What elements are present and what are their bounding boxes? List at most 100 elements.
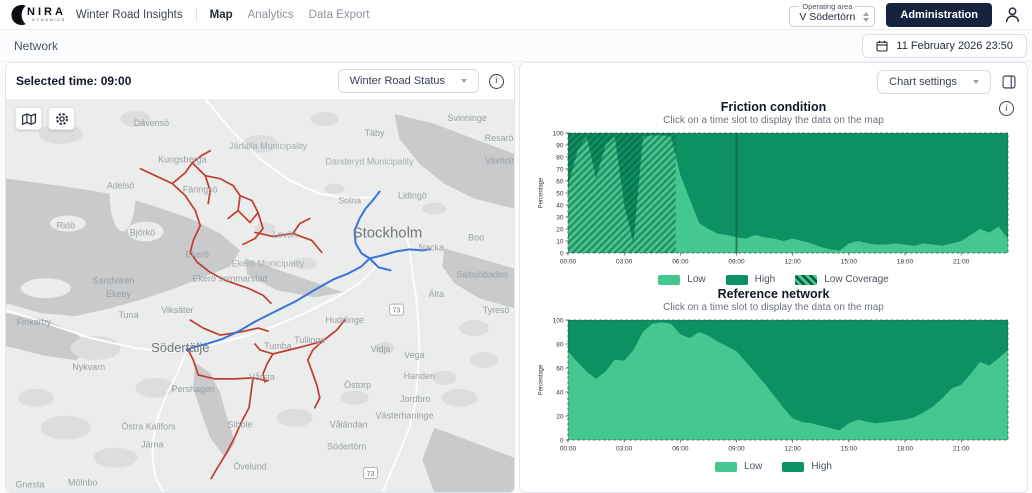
map-place-label: Ridö [57, 220, 75, 230]
svg-text:18:00: 18:00 [896, 259, 913, 266]
map-place-label: Dävensö [134, 118, 169, 128]
map-settings-button[interactable] [48, 107, 75, 130]
svg-text:80: 80 [556, 154, 564, 161]
road-network-map[interactable]: 73 73 Dävensö Svinninge Täby Resarö Vaxholm Jä… [6, 99, 514, 492]
map-place-label: Lovön [273, 229, 297, 239]
svg-text:03:00: 03:00 [616, 446, 633, 453]
map-layers-button[interactable] [15, 107, 42, 130]
map-place-label: Nykvarn [72, 362, 105, 372]
friction-condition-chart[interactable]: 0 10 20 30 40 50 60 70 80 90 100 00:00 03:00 06:00 09:… [534, 127, 1014, 273]
nira-swoosh-icon [11, 4, 26, 25]
road-status-red [197, 374, 269, 382]
chart-legend: Low High Low Coverage [520, 274, 1027, 285]
svg-text:03:00: 03:00 [616, 259, 633, 266]
top-navigation-bar: NIRA DYNAMICS Winter Road Insights Map A… [0, 0, 1032, 30]
map-place-label: Södertörn [327, 442, 366, 452]
map-place-label: Tullinge [294, 335, 325, 345]
user-icon [1005, 7, 1020, 23]
svg-text:06:00: 06:00 [672, 259, 689, 266]
chart-info-icon[interactable]: i [999, 101, 1014, 116]
svg-text:40: 40 [556, 389, 564, 396]
svg-text:73: 73 [367, 471, 375, 478]
map-place-label: Vidja [371, 344, 391, 354]
svg-text:30: 30 [556, 214, 564, 221]
chart-settings-button[interactable]: Chart settings [877, 70, 991, 94]
svg-text:20: 20 [556, 226, 564, 233]
legend-item-hatch: Low Coverage [795, 274, 889, 285]
svg-text:09:00: 09:00 [728, 446, 745, 453]
terrain-patch [310, 111, 339, 126]
map-place-label: Resarö [485, 133, 514, 143]
terrain-patch [470, 351, 499, 368]
svg-text:90: 90 [556, 142, 564, 149]
calendar-icon [876, 40, 888, 52]
svg-text:100: 100 [552, 317, 563, 324]
nav-item-map[interactable]: Map [209, 8, 233, 21]
map-layer-select-value: Winter Road Status [349, 75, 445, 87]
map-place-label: Finkarby [17, 317, 52, 327]
page-title: Network [14, 38, 59, 53]
page-subheader: Network 11 February 2026 23:50 [0, 30, 1032, 62]
map-panel-header: Selected time: 09:00 Winter Road Status … [6, 63, 514, 99]
svg-text:60: 60 [556, 365, 564, 372]
panel-toggle-icon [1002, 75, 1016, 89]
water-area [422, 427, 514, 492]
terrain-patch [374, 342, 395, 354]
map-place-label: Björkö [130, 227, 155, 237]
map-layer-select[interactable]: Winter Road Status [337, 69, 479, 93]
terrain-patch [340, 390, 369, 405]
svg-text:100: 100 [552, 130, 563, 137]
terrain-patch [17, 388, 54, 407]
svg-text:40: 40 [556, 202, 564, 209]
svg-text:0: 0 [559, 250, 563, 257]
legend-item-high: High [782, 461, 832, 472]
map-place-label: Östra Kallfors [121, 422, 176, 432]
collapse-panel-button[interactable] [1002, 75, 1016, 89]
svg-text:10: 10 [556, 238, 564, 245]
svg-text:Percentage: Percentage [538, 364, 544, 395]
map-info-icon[interactable]: i [489, 73, 504, 89]
svg-text:0: 0 [559, 437, 563, 444]
svg-text:09:00: 09:00 [728, 259, 745, 266]
reference-network-chart-block: Reference network Click on a time slot t… [520, 287, 1027, 472]
terrain-patch [120, 110, 151, 127]
logo-name: NIRA [27, 6, 66, 18]
map-place-label: Färingsö [183, 185, 218, 195]
road-status-blue [368, 248, 432, 260]
svg-text:18:00: 18:00 [896, 446, 913, 453]
legend-item-low: Low [715, 461, 762, 472]
legend-item-high: High [725, 274, 775, 285]
water-area [6, 313, 91, 360]
nav-item-analytics[interactable]: Analytics [247, 8, 294, 21]
map-place-label: Älta [429, 289, 444, 299]
terrain-patch [292, 257, 317, 270]
road-status-red [237, 194, 259, 224]
road-status-red [191, 161, 212, 205]
svg-text:21:00: 21:00 [953, 259, 970, 266]
chevron-down-icon [461, 79, 467, 83]
map-place-label: Tyresö [483, 305, 510, 315]
map-place-label: Ekerö sommarstad [193, 273, 268, 283]
nav-item-data-export[interactable]: Data Export [308, 8, 370, 21]
administration-button[interactable]: Administration [886, 2, 992, 27]
map-place-label: Vega [404, 350, 424, 360]
minor-road [151, 352, 187, 492]
map-place-label: Pershagen [172, 384, 215, 394]
reference-network-chart[interactable]: 0 20 40 60 80 100 00:00 03:00 06:00 09:00 12:00 15:… [534, 314, 1014, 460]
friction-condition-chart-block: Friction condition Click on a time slot … [520, 100, 1027, 285]
road-status-red [186, 347, 200, 376]
svg-text:73: 73 [393, 308, 401, 315]
map-controls [15, 107, 75, 130]
datetime-picker-button[interactable]: 11 February 2026 23:50 [862, 33, 1027, 58]
svg-text:50: 50 [556, 190, 564, 197]
map-place-label: Ekerö [186, 249, 209, 259]
chevron-down-icon [973, 80, 979, 84]
chart-subtitle: Click on a time slot to display the data… [663, 115, 884, 126]
map-place-label: Västerhaninge [376, 411, 434, 421]
logo-subname: DYNAMICS [31, 17, 66, 22]
operating-area-select[interactable]: Operating area V Södertörn [789, 2, 876, 27]
road-status-red [139, 167, 272, 305]
user-account-button[interactable] [1003, 5, 1022, 24]
chart-settings-label: Chart settings [889, 76, 957, 88]
map-place-label: Danderyd Municipality [326, 157, 415, 167]
